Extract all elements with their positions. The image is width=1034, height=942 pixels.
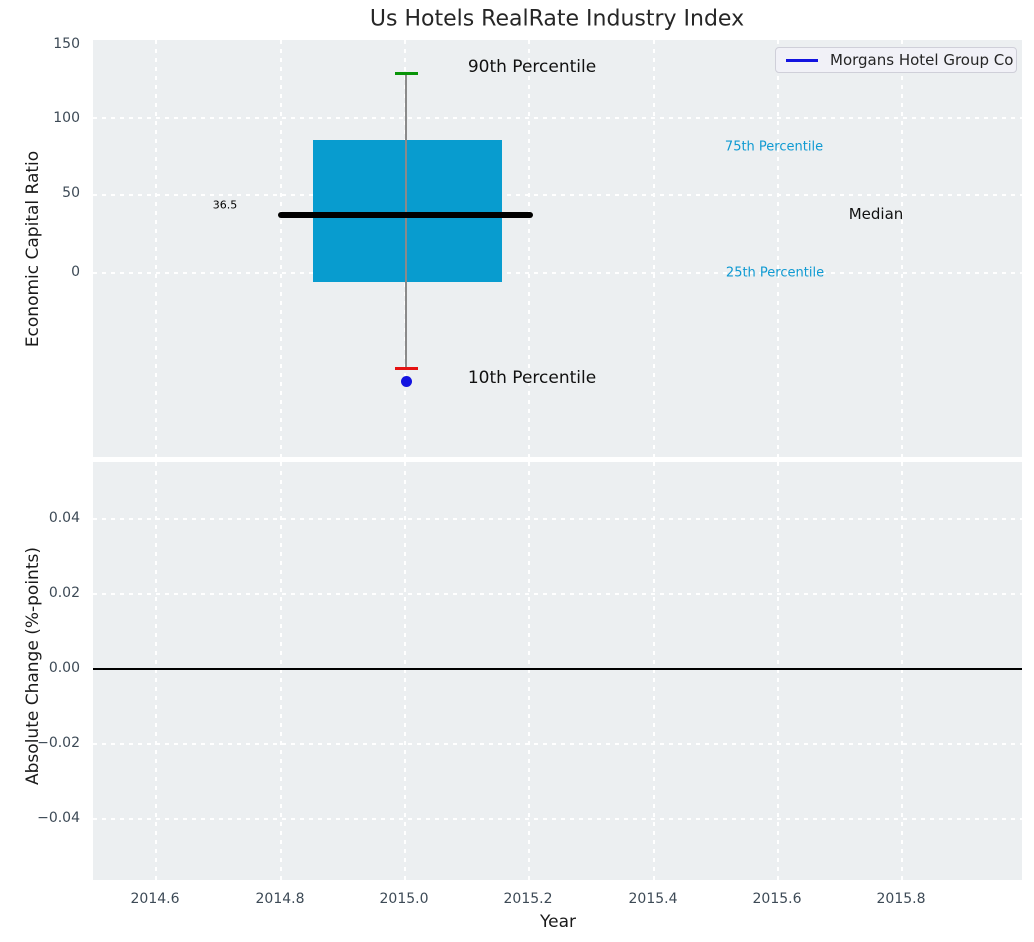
- gridline-vertical: [653, 462, 655, 880]
- company-point: [401, 376, 412, 387]
- annotation-90th-percentile: 90th Percentile: [467, 57, 597, 77]
- gridline-horizontal: [93, 272, 1022, 274]
- gridline-vertical: [653, 40, 655, 457]
- median-line: [278, 212, 533, 218]
- legend-line-sample-icon: [786, 58, 818, 62]
- gridline-vertical: [777, 462, 779, 880]
- ytick-top: 0: [71, 264, 80, 280]
- gridline-vertical: [528, 462, 530, 880]
- ytick-top: 50: [62, 185, 80, 201]
- xtick: 2015.4: [628, 891, 678, 907]
- xtick: 2014.6: [130, 891, 180, 907]
- p10-cap: [395, 367, 418, 370]
- ytick-top: 100: [53, 110, 80, 126]
- chart-title: Us Hotels RealRate Industry Index: [369, 6, 745, 32]
- xtick: 2015.6: [752, 891, 802, 907]
- p90-cap: [395, 72, 418, 75]
- xtick: 2015.2: [503, 891, 553, 907]
- gridline-vertical: [777, 40, 779, 457]
- xtick: 2015.8: [876, 891, 926, 907]
- top-axes: 90th Percentile 75th Percentile Median 2…: [93, 40, 1022, 457]
- box-iqr: [313, 140, 502, 282]
- gridline-vertical: [528, 40, 530, 457]
- gridline-horizontal: [93, 818, 1022, 820]
- ytick-bottom: 0.02: [48, 585, 80, 601]
- gridline-horizontal: [93, 593, 1022, 595]
- ytick-top: 150: [53, 36, 80, 52]
- gridline-horizontal: [93, 117, 1022, 119]
- legend: Morgans Hotel Group Co: [775, 47, 1017, 73]
- ytick-bottom: 0.00: [48, 660, 80, 676]
- gridline-vertical: [901, 40, 903, 457]
- annotation-10th-percentile: 10th Percentile: [467, 368, 597, 388]
- xtick: 2014.8: [255, 891, 305, 907]
- annotation-75th-percentile: 75th Percentile: [724, 139, 824, 155]
- xtick: 2015.0: [379, 891, 429, 907]
- x-axis-label: Year: [540, 912, 576, 932]
- annotation-median-value: 36.5: [212, 198, 238, 212]
- gridline-vertical: [155, 462, 157, 880]
- bottom-axes: [93, 462, 1022, 880]
- gridline-vertical: [901, 462, 903, 880]
- whisker-line: [405, 73, 407, 369]
- gridline-vertical: [404, 462, 406, 880]
- gridline-vertical: [280, 40, 282, 457]
- ytick-bottom: −0.04: [37, 810, 80, 826]
- gridline-horizontal: [93, 743, 1022, 745]
- ytick-bottom: 0.04: [48, 510, 80, 526]
- gridline-horizontal: [93, 518, 1022, 520]
- ytick-bottom: −0.02: [37, 735, 80, 751]
- top-y-axis-label: Economic Capital Ratio: [23, 150, 43, 348]
- legend-label: Morgans Hotel Group Co: [830, 51, 1014, 69]
- gridline-vertical: [155, 40, 157, 457]
- gridline-horizontal: [93, 194, 1022, 196]
- annotation-25th-percentile: 25th Percentile: [725, 265, 825, 281]
- zero-line: [93, 668, 1022, 670]
- annotation-median: Median: [848, 205, 904, 223]
- bottom-y-axis-label: Absolute Change (%-points): [23, 547, 43, 785]
- gridline-vertical: [280, 462, 282, 880]
